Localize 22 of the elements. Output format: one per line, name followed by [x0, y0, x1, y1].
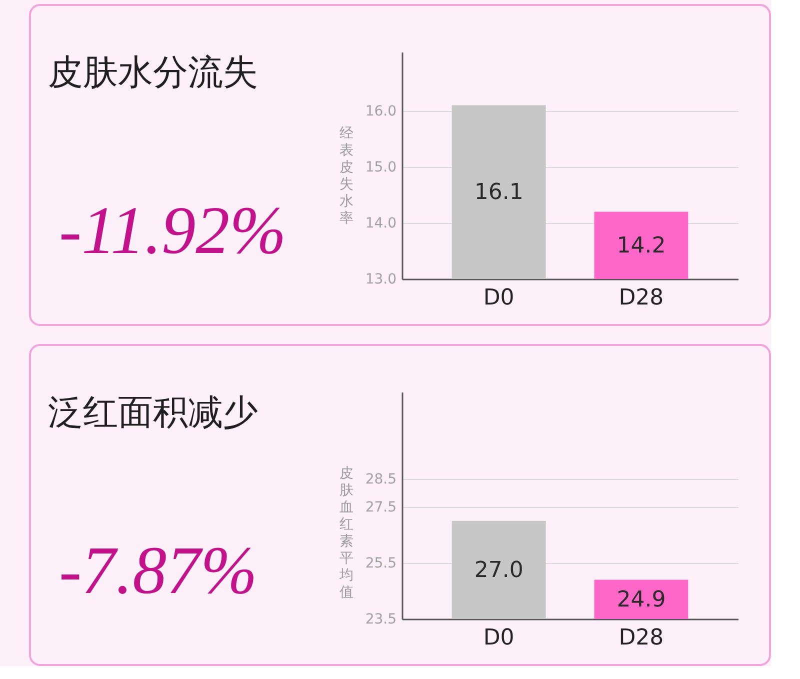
data-label: 16.1 [474, 180, 524, 206]
x-tick-label: D28 [618, 286, 664, 310]
x-tick-label: D0 [483, 286, 514, 310]
y-tick-label: 13.0 [365, 272, 396, 288]
y-tick-label: 25.5 [365, 555, 396, 572]
text: -11.92% [59, 192, 286, 268]
y-tick-label: 28.5 [365, 471, 396, 488]
y-tick-label: 14.0 [365, 215, 396, 232]
y-axis-title: 经表皮失水率 [340, 126, 354, 226]
data-label: 24.9 [616, 587, 666, 612]
data-label: 27.0 [474, 558, 524, 583]
text: -7.87% [59, 532, 258, 608]
y-tick-label: 15.0 [365, 159, 396, 176]
chart-title: 皮肤水分流失 [48, 53, 258, 93]
y-tick-label: 27.5 [365, 499, 396, 516]
y-tick-label: 23.5 [365, 612, 396, 628]
chart-title: 泛红面积减少 [48, 393, 258, 433]
y-axis-title: 皮肤血红素平均值 [338, 466, 354, 600]
x-tick-label: D0 [483, 626, 514, 650]
x-tick-label: D28 [618, 626, 664, 650]
y-tick-label: 16.0 [365, 103, 396, 120]
data-label: 14.2 [616, 233, 666, 258]
